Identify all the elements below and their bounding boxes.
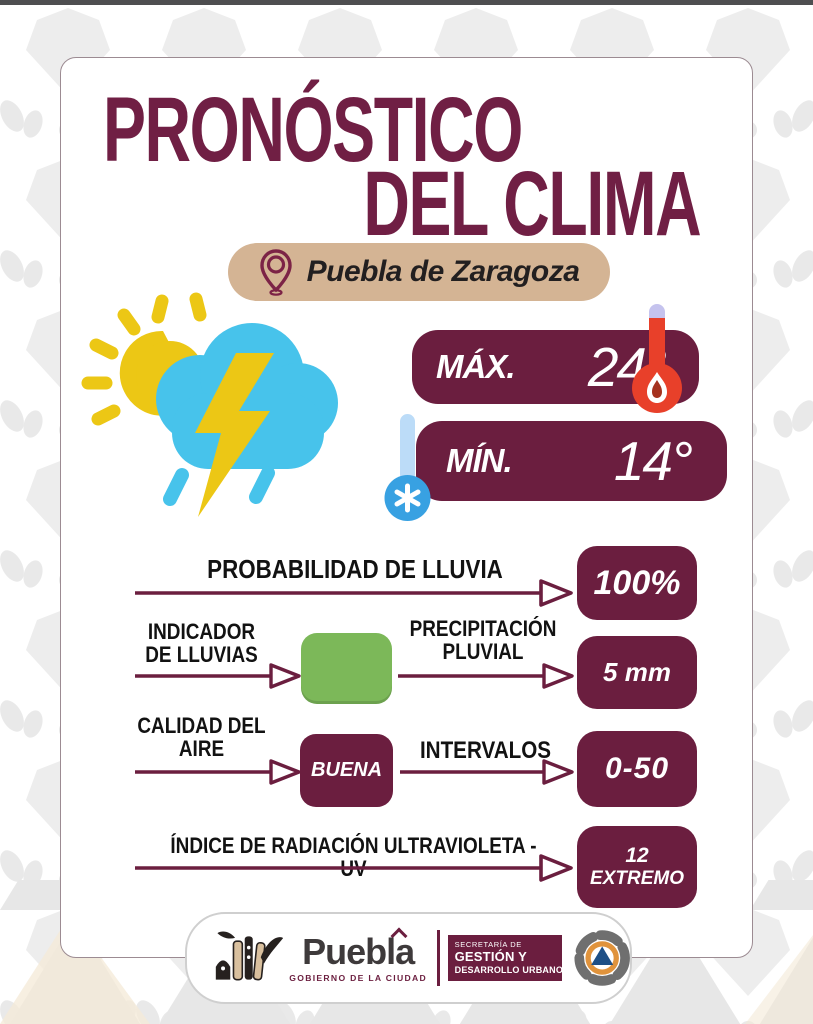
uv-index-level: EXTREMO <box>590 868 684 890</box>
cold-thermometer-icon <box>384 414 431 521</box>
intervals-value-box: 0-50 <box>577 731 697 807</box>
rain-indicator-label: INDICADOR DE LLUVIAS <box>145 619 258 668</box>
footer-logo-bar: Puebla GOBIERNO DE LA CIUDAD SECRETARÍA … <box>185 912 632 1004</box>
air-quality-label: CALIDAD DEL AIRE <box>137 713 266 762</box>
secretary-name-line2: DESARROLLO URBANO <box>454 964 564 975</box>
rain-probability-arrow <box>135 579 573 607</box>
page-title-line2: DEL CLIMA <box>363 153 701 255</box>
intervals-label: INTERVALOS <box>419 737 552 764</box>
rain-probability-value: 100% <box>593 563 681 602</box>
page-title-line1: PRONÓSTICO <box>103 79 523 181</box>
puebla-talavera-art <box>215 931 284 981</box>
uv-index-value: 12 <box>625 844 649 867</box>
intervals-value: 0-50 <box>604 752 670 785</box>
hot-thermometer-icon <box>632 304 682 413</box>
min-temp-box: MÍN. 14° <box>416 421 727 501</box>
precipitation-label: PRECIPITACIÓN PLUVIAL <box>409 616 557 665</box>
min-temp-value: 14° <box>613 430 693 492</box>
uv-index-arrow <box>135 854 573 882</box>
secretary-box: SECRETARÍA DE GESTIÓN Y DESARROLLO URBAN… <box>447 935 564 981</box>
rain-probability-value-box: 100% <box>577 546 697 620</box>
location-label: Puebla de Zaragoza <box>306 255 580 288</box>
precipitation-value: 5 mm <box>603 657 671 687</box>
max-temp-label: MÁX. <box>436 348 515 385</box>
uv-index-value-box: 12 EXTREMO <box>577 826 697 908</box>
air-quality-value: BUENA <box>310 759 383 781</box>
storm-cloud-sun-icon <box>81 292 338 517</box>
gobierno-subtitle: GOBIERNO DE LA CIUDAD <box>289 972 427 983</box>
top-border-bar <box>0 0 813 5</box>
rain-indicator-arrow <box>135 663 301 689</box>
proteccion-civil-emblem <box>574 930 630 986</box>
rain-indicator-chip <box>301 633 392 704</box>
min-temp-label: MÍN. <box>446 442 513 479</box>
secretary-name-line1: GESTIÓN Y <box>454 948 527 964</box>
intervals-arrow <box>400 759 574 785</box>
location-pill: Puebla de Zaragoza <box>228 243 610 301</box>
precipitation-arrow <box>398 663 574 689</box>
footer-divider <box>436 930 440 986</box>
precipitation-value-box: 5 mm <box>577 636 697 709</box>
puebla-wordmark: Puebla <box>302 930 415 972</box>
location-pin-icon <box>259 249 292 296</box>
secretary-prefix: SECRETARÍA DE <box>454 940 522 950</box>
rain-probability-label: PROBABILIDAD DE LLUVIA <box>207 554 503 584</box>
air-quality-value-box: BUENA <box>300 734 393 807</box>
air-quality-arrow <box>135 759 301 785</box>
